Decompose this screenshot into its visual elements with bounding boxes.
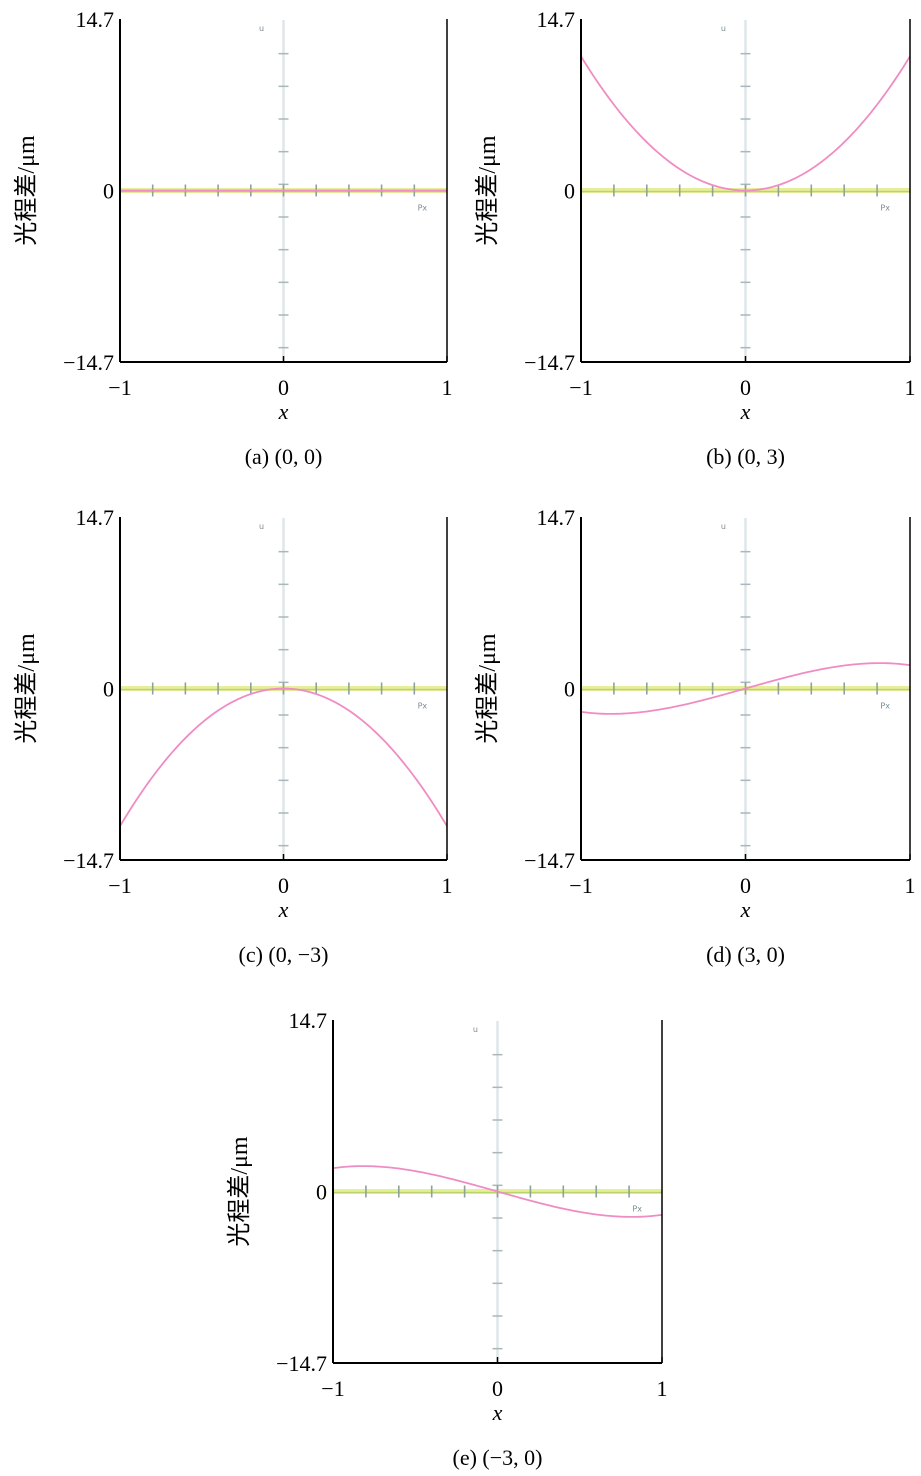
marker-label-vertical: u — [721, 24, 726, 33]
y-tick-label: −14.7 — [63, 350, 114, 375]
y-axis-label: 光程差/μm — [13, 633, 40, 744]
x-tick-label: −1 — [569, 375, 592, 400]
y-axis-label: 光程差/μm — [474, 135, 501, 246]
x-tick-label: 1 — [905, 873, 916, 898]
x-tick-label: 1 — [657, 1376, 668, 1401]
x-tick-label: 1 — [905, 375, 916, 400]
y-tick-label: 0 — [564, 179, 575, 204]
panel-caption: (e) (−3, 0) — [453, 1445, 543, 1470]
marker-label-horizontal: Px — [418, 204, 428, 213]
marker-label-horizontal: Px — [632, 1205, 642, 1214]
x-tick-label: 1 — [442, 375, 453, 400]
marker-label-horizontal: Px — [418, 702, 428, 711]
y-tick-label: −14.7 — [524, 350, 575, 375]
x-tick-label: −1 — [569, 873, 592, 898]
x-tick-label: −1 — [108, 873, 131, 898]
y-tick-label: −14.7 — [276, 1351, 327, 1376]
panel-d: u Px −14.7 0 14.7 −1 0 1 x 光程差/μm (d) (3, 0) — [474, 505, 916, 967]
y-tick-label: 14.7 — [76, 7, 115, 32]
x-tick-label: 0 — [278, 873, 289, 898]
x-axis-label: x — [740, 897, 751, 922]
marker-label-vertical: u — [721, 522, 726, 531]
marker-label-vertical: u — [259, 522, 264, 531]
y-axis-label: 光程差/μm — [474, 633, 501, 744]
x-axis-label: x — [492, 1400, 503, 1425]
y-tick-label: 14.7 — [537, 7, 576, 32]
y-axis-label: 光程差/μm — [13, 135, 40, 246]
x-tick-label: 0 — [278, 375, 289, 400]
y-tick-label: 0 — [564, 677, 575, 702]
panel-e: u Px −14.7 0 14.7 −1 0 1 x 光程差/μm (e) (−3, 0) — [226, 1008, 668, 1470]
x-tick-label: −1 — [321, 1376, 344, 1401]
y-tick-label: −14.7 — [63, 848, 114, 873]
opd-curve — [332, 1165, 663, 1218]
x-tick-label: 1 — [442, 873, 453, 898]
marker-label-horizontal: Px — [880, 204, 890, 213]
x-tick-label: 0 — [740, 873, 751, 898]
panel-caption: (b) (0, 3) — [706, 444, 785, 469]
panel-caption: (d) (3, 0) — [706, 942, 785, 967]
marker-label-vertical: u — [473, 1025, 478, 1034]
marker-label-horizontal: Px — [880, 702, 890, 711]
panel-a: u Px −14.7 0 14.7 −1 0 1 x 光程差/μm (a) (0, 0) — [13, 7, 453, 469]
x-tick-label: 0 — [740, 375, 751, 400]
y-tick-label: 14.7 — [76, 505, 115, 530]
opd-curve — [580, 55, 911, 192]
panel-caption: (a) (0, 0) — [245, 444, 323, 469]
x-axis-label: x — [278, 399, 289, 424]
y-tick-label: 14.7 — [289, 1008, 328, 1033]
y-tick-label: 14.7 — [537, 505, 576, 530]
x-axis-label: x — [278, 897, 289, 922]
opd-curve — [580, 662, 911, 715]
y-tick-label: −14.7 — [524, 848, 575, 873]
opd-curve — [119, 687, 448, 827]
y-tick-label: 0 — [316, 1180, 327, 1205]
panel-b: u Px −14.7 0 14.7 −1 0 1 x 光程差/μm (b) (0, 3) — [474, 7, 916, 469]
x-tick-label: 0 — [492, 1376, 503, 1401]
y-tick-label: 0 — [103, 677, 114, 702]
marker-label-vertical: u — [259, 24, 264, 33]
x-tick-label: −1 — [108, 375, 131, 400]
x-axis-label: x — [740, 399, 751, 424]
y-tick-label: 0 — [103, 179, 114, 204]
panel-c: u Px −14.7 0 14.7 −1 0 1 x 光程差/μm (c) (0, −3) — [13, 505, 453, 967]
y-axis-label: 光程差/μm — [226, 1136, 253, 1247]
panel-caption: (c) (0, −3) — [239, 942, 329, 967]
